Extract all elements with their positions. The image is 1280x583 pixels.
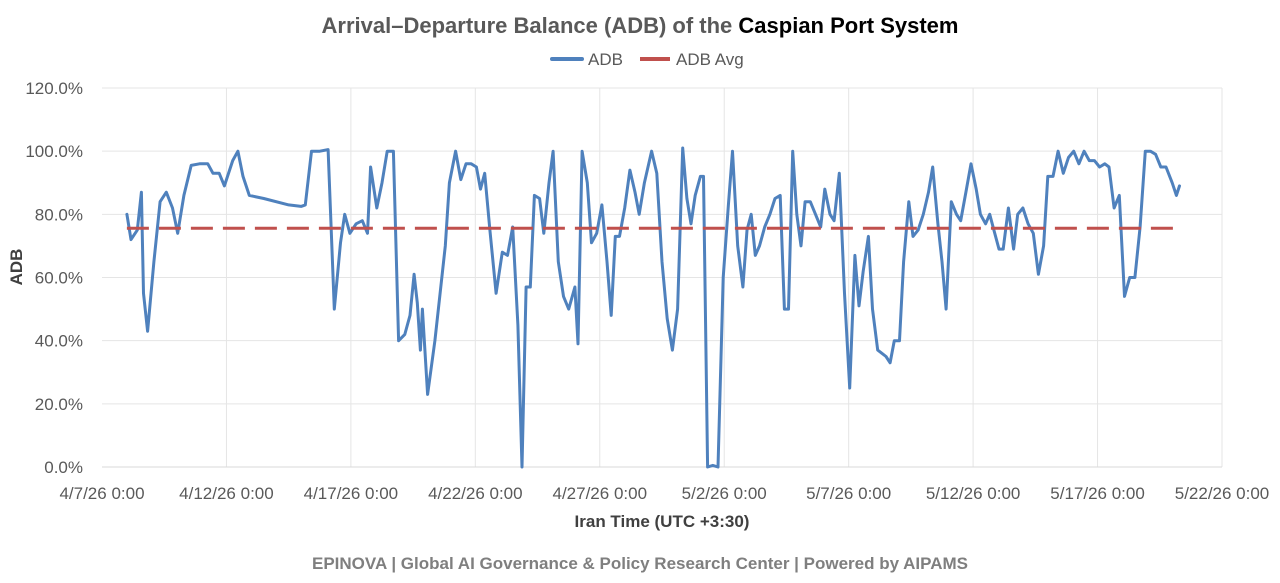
x-tick-label: 4/7/26 0:00 bbox=[59, 484, 144, 503]
y-axis-title: ADB bbox=[7, 249, 26, 286]
x-tick-label: 4/27/26 0:00 bbox=[553, 484, 648, 503]
legend: ADB ADB Avg bbox=[550, 50, 744, 69]
x-tick-label: 5/12/26 0:00 bbox=[926, 484, 1021, 503]
x-axis-title: Iran Time (UTC +3:30) bbox=[575, 512, 750, 531]
x-tick-label: 5/22/26 0:00 bbox=[1175, 484, 1270, 503]
legend-label-adb: ADB bbox=[588, 50, 623, 69]
y-tick-label: 120.0% bbox=[25, 79, 83, 98]
x-tick-label: 4/17/26 0:00 bbox=[304, 484, 399, 503]
y-tick-label: 100.0% bbox=[25, 142, 83, 161]
footer-credit: EPINOVA | Global AI Governance & Policy … bbox=[312, 554, 968, 573]
y-tick-label: 40.0% bbox=[35, 332, 83, 351]
y-tick-label: 80.0% bbox=[35, 205, 83, 224]
x-tick-label: 4/12/26 0:00 bbox=[179, 484, 274, 503]
y-tick-label: 20.0% bbox=[35, 395, 83, 414]
series-line-adb bbox=[125, 146, 1181, 469]
y-tick-label: 0.0% bbox=[44, 458, 83, 477]
x-tick-labels: 4/7/26 0:00 4/12/26 0:00 4/17/26 0:00 4/22/… bbox=[59, 484, 1269, 503]
x-tick-label: 5/2/26 0:00 bbox=[682, 484, 767, 503]
chart-title-emphasis: Caspian Port System bbox=[738, 13, 958, 38]
chart-title-main: Arrival–Departure Balance (ADB) of the bbox=[322, 13, 739, 38]
legend-label-adb-avg: ADB Avg bbox=[676, 50, 744, 69]
chart-title: Arrival–Departure Balance (ADB) of the C… bbox=[322, 13, 959, 38]
x-tick-label: 5/7/26 0:00 bbox=[806, 484, 891, 503]
y-tick-labels: 0.0% 20.0% 40.0% 60.0% 80.0% 100.0% 120.0% bbox=[25, 79, 83, 477]
x-tick-label: 4/22/26 0:00 bbox=[428, 484, 523, 503]
y-tick-label: 60.0% bbox=[35, 269, 83, 288]
x-tick-label: 5/17/26 0:00 bbox=[1050, 484, 1145, 503]
